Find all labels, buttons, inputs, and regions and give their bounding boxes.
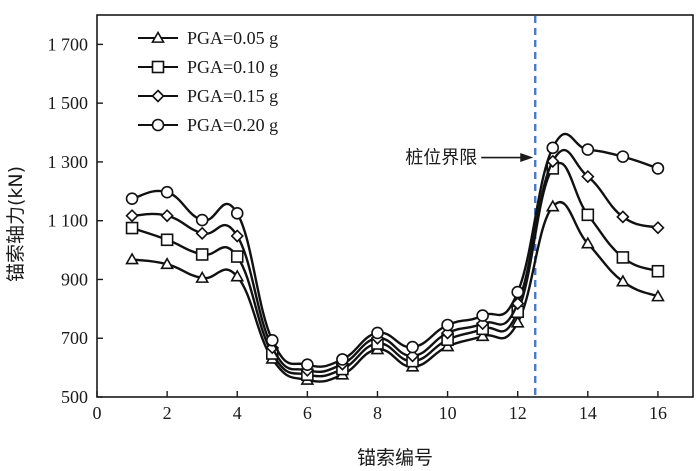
- legend-label: PGA=0.20 g: [187, 115, 278, 135]
- plot-area: [96, 14, 694, 398]
- legend-marker-diamond: [151, 89, 165, 103]
- data-point-square: [616, 251, 630, 264]
- data-point-circle: [230, 207, 244, 220]
- data-point-square: [230, 250, 244, 263]
- legend: PGA=0.05 g PGA=0.10 g PGA=0.15 g PGA=0.20 g: [138, 28, 278, 135]
- data-point-triangle: [125, 252, 139, 265]
- data-point-square: [195, 248, 209, 261]
- y-tick-label: 700: [61, 328, 88, 348]
- annotation-text: 桩位界限: [405, 148, 477, 169]
- y-tick-label: 1 100: [48, 211, 89, 231]
- x-axis-title: 锚索编号: [357, 447, 433, 469]
- data-point-diamond: [160, 209, 174, 223]
- legend-label: PGA=0.05 g: [187, 28, 278, 48]
- series-circle: [125, 132, 665, 371]
- data-point-diamond: [125, 209, 139, 223]
- data-point-square: [125, 221, 139, 235]
- data-point-circle: [160, 185, 174, 199]
- data-point-circle: [546, 141, 560, 155]
- series-line-diamond: [132, 148, 659, 374]
- data-point-circle: [125, 192, 139, 205]
- data-point-circle: [581, 143, 595, 156]
- x-tick-label: 10: [439, 403, 457, 423]
- data-point-triangle: [545, 199, 560, 212]
- data-point-diamond: [195, 226, 209, 240]
- y-tick-label: 900: [61, 269, 88, 289]
- data-point-circle: [616, 150, 630, 163]
- data-point-diamond: [651, 221, 665, 235]
- series-line-circle: [131, 132, 659, 368]
- data-point-triangle: [651, 289, 665, 302]
- ticks-layer: 0 2 4 6 8 10 12 14 16 500 700 900 1 100 1 300 1 500 1 7…: [48, 34, 667, 423]
- data-point-circle: [336, 353, 349, 366]
- series-diamond: [125, 148, 665, 377]
- x-tick-label: 4: [233, 403, 242, 423]
- legend-label: PGA=0.15 g: [187, 86, 278, 106]
- series-line-triangle: [131, 200, 659, 383]
- data-point-triangle: [510, 315, 525, 328]
- y-tick-label: 500: [61, 387, 88, 407]
- data-point-triangle: [580, 236, 595, 249]
- data-point-diamond: [616, 210, 630, 224]
- legend-label: PGA=0.10 g: [187, 57, 278, 77]
- legend-marker-triangle: [151, 30, 165, 43]
- data-point-circle: [511, 285, 525, 299]
- x-tick-label: 6: [303, 403, 312, 423]
- data-point-circle: [406, 340, 419, 354]
- data-point-triangle: [616, 274, 630, 287]
- data-point-triangle: [475, 329, 490, 342]
- data-point-circle: [476, 309, 489, 322]
- y-tick-label: 1 700: [48, 34, 89, 54]
- x-tick-label: 2: [163, 403, 172, 423]
- y-tick-label: 1 500: [48, 93, 89, 113]
- x-tick-label: 8: [373, 403, 382, 423]
- legend-item: PGA=0.10 g: [138, 57, 278, 77]
- series-triangle: [125, 199, 665, 385]
- legend-marker-square: [151, 60, 165, 74]
- data-point-diamond: [405, 349, 420, 363]
- data-point-square: [160, 233, 174, 247]
- x-tick-label: 16: [649, 403, 667, 423]
- legend-item: PGA=0.15 g: [138, 86, 278, 106]
- data-point-square: [581, 208, 595, 222]
- data-point-circle: [265, 333, 279, 347]
- data-point-circle: [371, 326, 384, 340]
- x-tick-label: 14: [579, 403, 597, 423]
- y-tick-label: 1 300: [48, 152, 89, 172]
- data-point-triangle: [195, 270, 210, 283]
- series-line-square: [131, 161, 659, 378]
- data-point-circle: [441, 318, 454, 332]
- data-point-circle: [301, 358, 314, 371]
- x-tick-label: 12: [509, 403, 527, 423]
- plot-frame: [96, 14, 694, 398]
- data-point-triangle: [160, 257, 174, 270]
- x-tick-label: 0: [93, 403, 102, 423]
- data-point-circle: [195, 213, 209, 227]
- legend-marker-circle: [151, 118, 165, 132]
- data-point-diamond: [230, 229, 244, 243]
- data-point-square: [651, 264, 665, 278]
- data-point-triangle: [230, 269, 245, 282]
- y-axis-title: 锚索轴力(kN): [5, 166, 27, 282]
- annotation: 桩位界限: [405, 148, 534, 169]
- legend-item: PGA=0.20 g: [138, 115, 278, 135]
- legend-item: PGA=0.05 g: [138, 28, 278, 48]
- annotation-arrowhead: [520, 153, 534, 163]
- data-point-diamond: [581, 169, 595, 184]
- data-point-circle: [651, 162, 665, 175]
- series-layer: [125, 132, 665, 385]
